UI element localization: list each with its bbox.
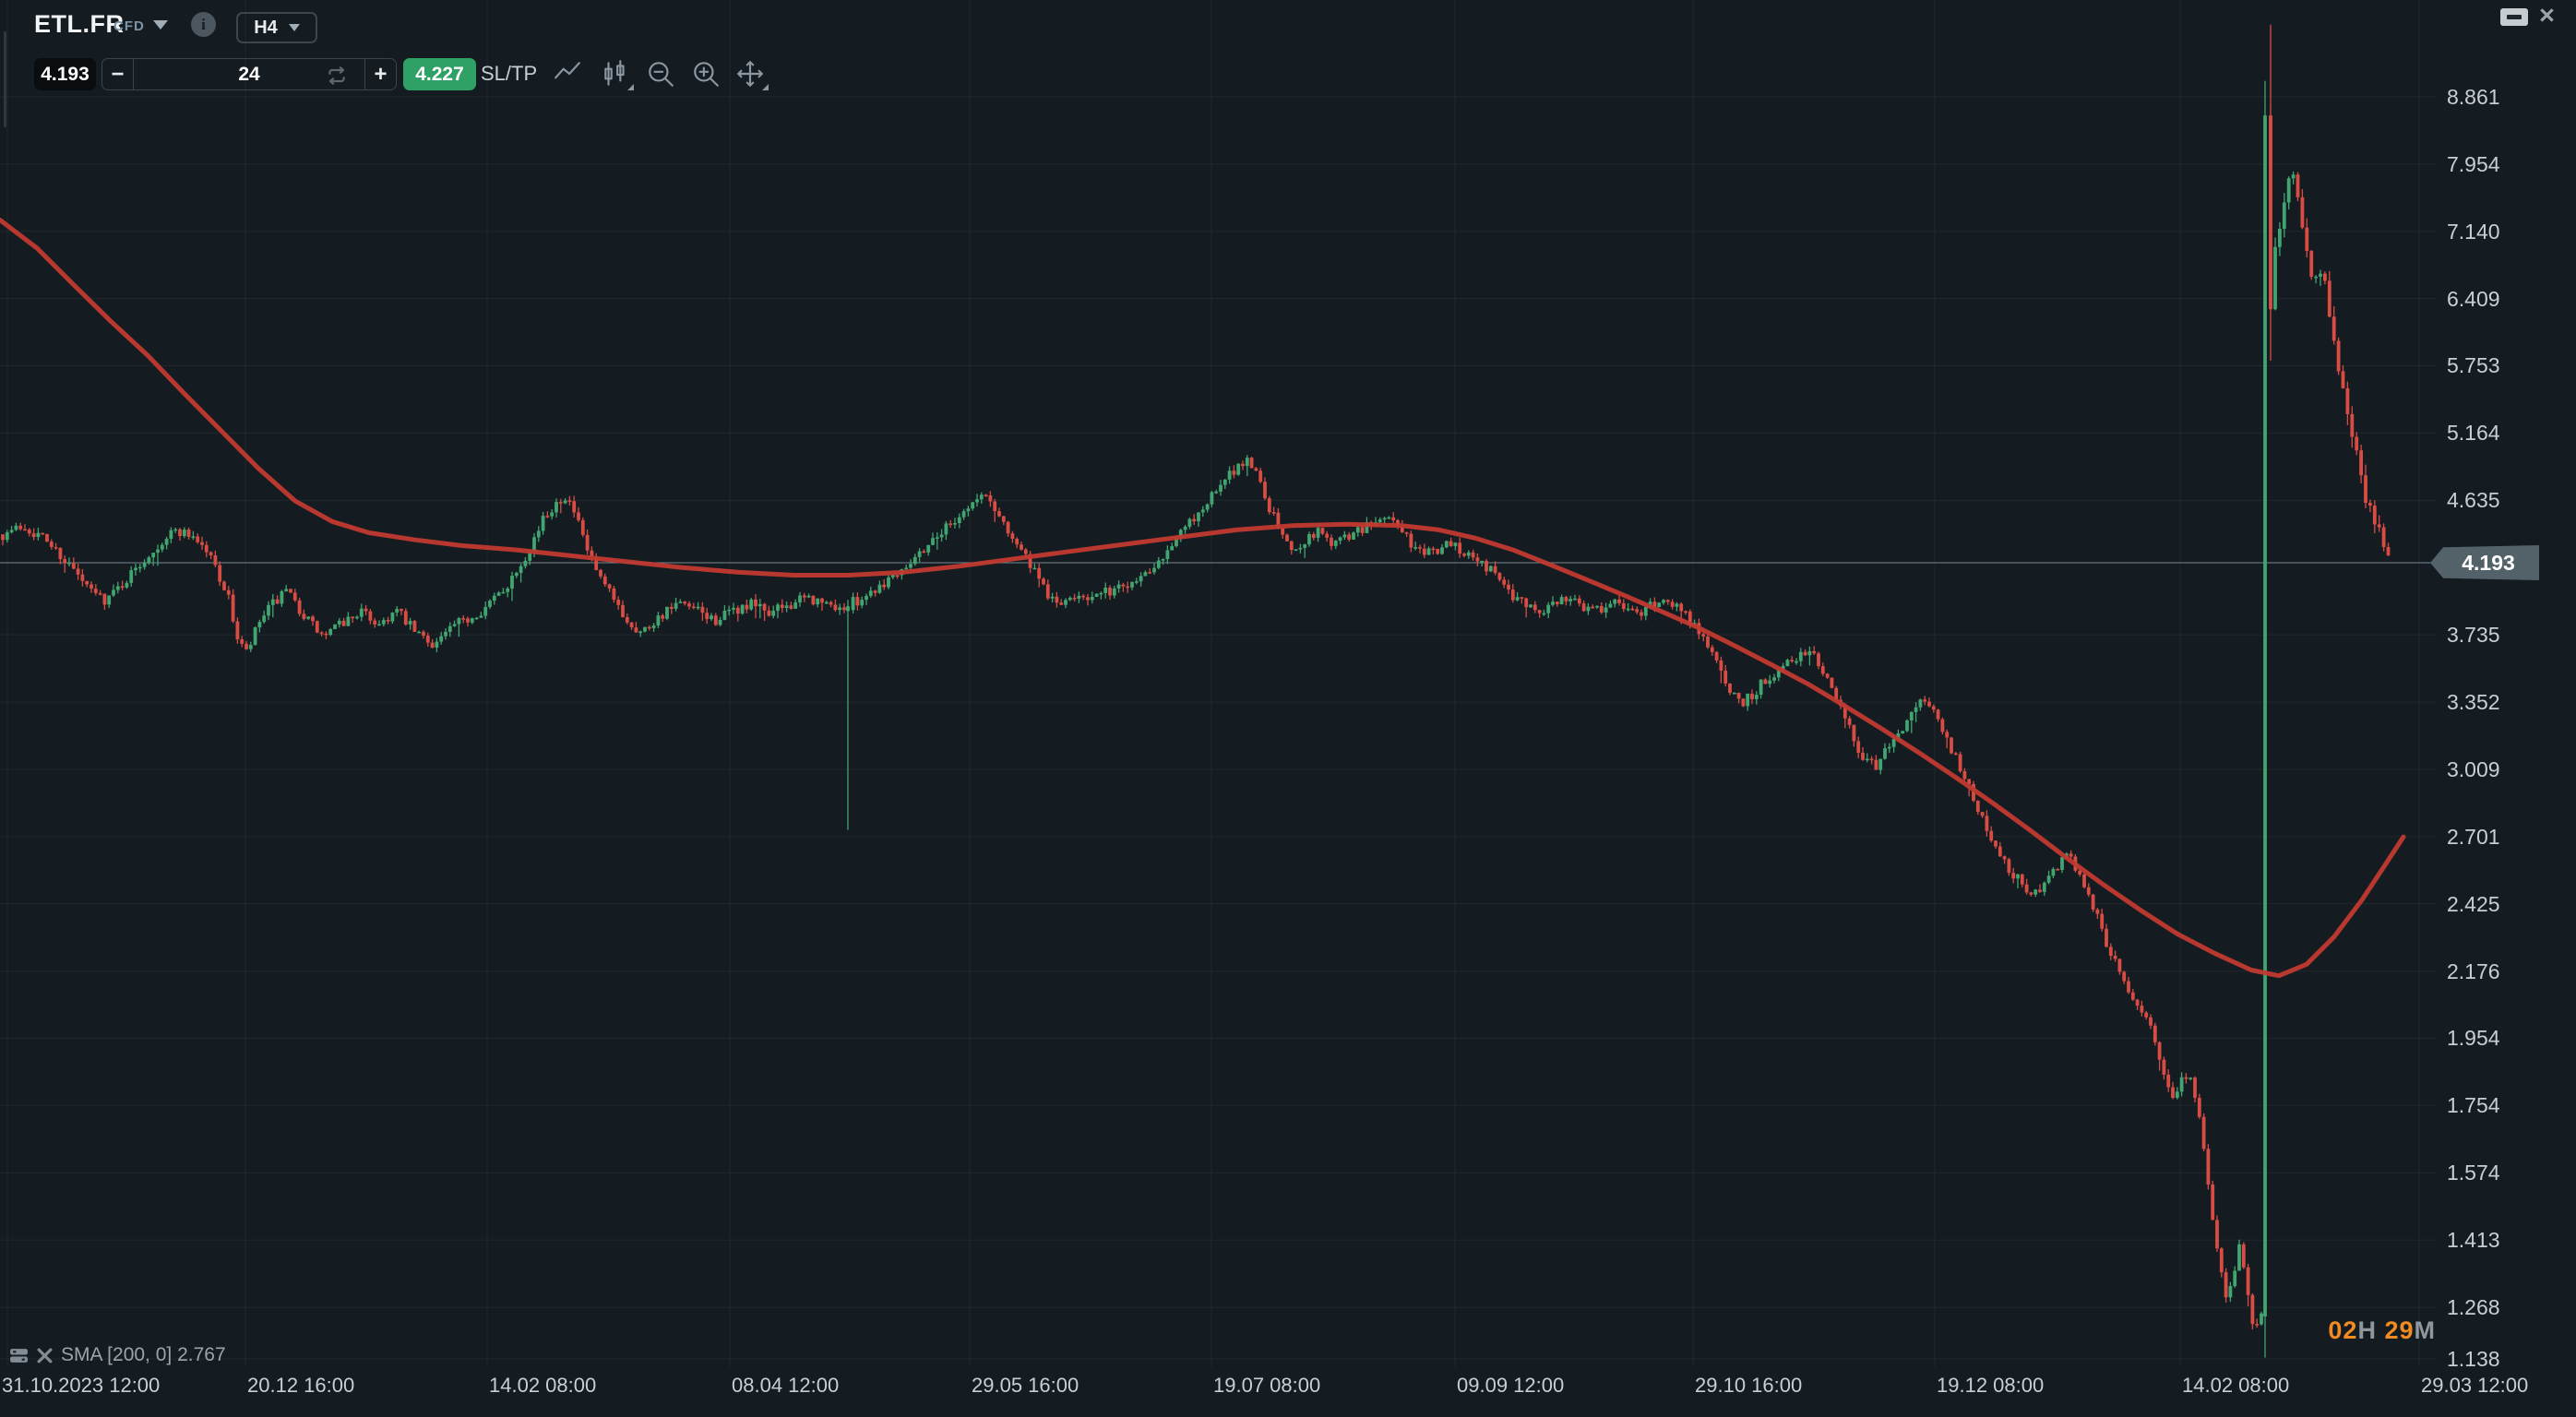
price-axis-label: 3.352 xyxy=(2447,690,2500,715)
candle-countdown: 02H 29M xyxy=(2328,1316,2436,1344)
symbol-label: ETL.FR xyxy=(34,10,125,38)
pan-move-icon xyxy=(737,61,763,87)
price-axis-label: 1.138 xyxy=(2447,1347,2500,1371)
price-axis-label: 4.635 xyxy=(2447,488,2500,513)
date-axis-label: 29.10 16:00 xyxy=(1695,1374,1803,1397)
zoom-out-button[interactable] xyxy=(646,59,675,89)
dock-panel-button[interactable] xyxy=(2500,8,2528,26)
date-axis-label: 20.12 16:00 xyxy=(247,1374,355,1397)
price-axis-label: 8.861 xyxy=(2447,84,2500,109)
date-axis-label: 29.03 12:00 xyxy=(2421,1374,2529,1397)
trendline-icon xyxy=(555,62,580,79)
indicator-remove-icon[interactable] xyxy=(37,1348,53,1363)
timeframe-label: H4 xyxy=(254,17,278,38)
refresh-icon[interactable] xyxy=(326,65,348,91)
date-axis-label: 29.05 16:00 xyxy=(972,1374,1079,1397)
price-axis-label: 1.954 xyxy=(2447,1026,2500,1051)
countdown-hours: 02 xyxy=(2328,1316,2358,1344)
indicator-legend: SMA [200, 0] 2.767 xyxy=(9,1344,226,1366)
indicator-settings-icon[interactable] xyxy=(9,1346,29,1365)
chart-type-caret-icon xyxy=(627,84,634,90)
date-axis-label: 19.07 08:00 xyxy=(1213,1374,1321,1397)
trendline-tool-button[interactable] xyxy=(553,59,582,89)
date-axis-label: 14.02 08:00 xyxy=(489,1374,597,1397)
buy-price-button[interactable]: 4.227 xyxy=(403,58,476,90)
price-axis-label: 1.413 xyxy=(2447,1228,2500,1253)
price-axis-label: 3.009 xyxy=(2447,756,2500,781)
candlestick-icon xyxy=(604,60,625,86)
price-axis-label: 5.164 xyxy=(2447,421,2500,446)
price-axis-label: 7.140 xyxy=(2447,219,2500,244)
zoom-out-icon xyxy=(649,62,674,87)
quantity-plus-button[interactable]: + xyxy=(364,59,396,89)
pan-mode-button[interactable] xyxy=(735,59,769,90)
zoom-in-icon xyxy=(694,62,719,87)
current-price-tag: 4.193 xyxy=(2430,545,2539,580)
zoom-in-button[interactable] xyxy=(691,59,721,89)
chart-type-button[interactable] xyxy=(601,59,634,90)
timeframe-dropdown[interactable]: H4 xyxy=(236,12,317,43)
quantity-stepper: − 24 + xyxy=(101,58,397,90)
price-axis-label: 1.574 xyxy=(2447,1161,2500,1185)
date-axis-label: 09.09 12:00 xyxy=(1457,1374,1565,1397)
timeframe-caret-icon xyxy=(288,24,300,31)
left-scrollbar[interactable] xyxy=(4,31,6,127)
price-axis-label: 2.176 xyxy=(2447,959,2500,983)
price-axis-label: 2.425 xyxy=(2447,891,2500,916)
dock-panel-icon xyxy=(2507,15,2522,19)
sl-tp-button[interactable]: SL/TP xyxy=(481,62,538,85)
price-axis-label: 5.753 xyxy=(2447,353,2500,378)
quantity-input[interactable]: 24 xyxy=(134,59,364,89)
price-axis-label: 1.754 xyxy=(2447,1093,2500,1118)
sell-price-button[interactable]: 4.193 xyxy=(34,58,96,90)
pan-mode-caret-icon xyxy=(762,84,769,90)
info-button[interactable]: i xyxy=(191,12,216,37)
price-axis-label: 2.701 xyxy=(2447,824,2500,849)
price-axis-label: 3.735 xyxy=(2447,623,2500,648)
quantity-minus-button[interactable]: − xyxy=(102,59,134,89)
date-axis-label: 14.02 08:00 xyxy=(2182,1374,2290,1397)
sma-legend-label: SMA [200, 0] 2.767 xyxy=(61,1344,226,1365)
price-axis-label: 7.954 xyxy=(2447,151,2500,176)
close-button[interactable]: × xyxy=(2539,1,2555,30)
price-axis-label: 1.268 xyxy=(2447,1295,2500,1320)
date-axis-label: 08.04 12:00 xyxy=(732,1374,840,1397)
market-type-label: CFD xyxy=(113,18,145,34)
symbol-dropdown-caret[interactable] xyxy=(153,20,168,30)
countdown-minutes: 29 xyxy=(2384,1316,2415,1344)
price-axis-label: 6.409 xyxy=(2447,286,2500,311)
quantity-value: 24 xyxy=(238,63,260,85)
date-axis-label: 31.10.2023 12:00 xyxy=(2,1374,161,1397)
date-axis-label: 19.12 08:00 xyxy=(1937,1374,2045,1397)
